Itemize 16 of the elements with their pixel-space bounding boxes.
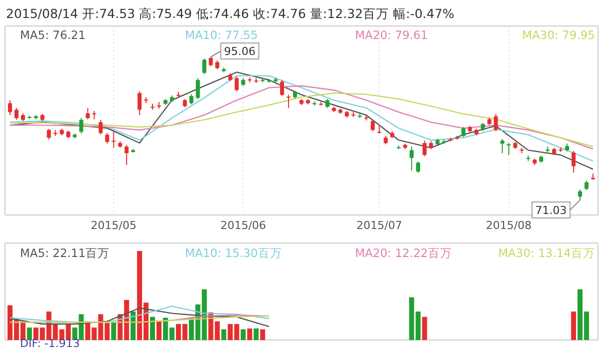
text: MA10: 77.55 bbox=[185, 28, 258, 42]
x-tick-label: 2015/07 bbox=[356, 219, 402, 232]
text: MA20: 12.22百万 bbox=[355, 246, 452, 260]
text: MA5: 76.21 bbox=[20, 28, 86, 42]
x-tick-label: 2015/08 bbox=[486, 219, 532, 232]
text: MA30: 79.95 bbox=[522, 28, 595, 42]
annotation: DIF: -1.913 bbox=[20, 337, 80, 348]
x-tick-label: 2015/06 bbox=[220, 219, 266, 232]
chart-title: 2015/08/14 开:74.53 高:75.49 低:74.46 收:74.76 量:12.32百万 幅:-0.47% bbox=[6, 6, 454, 21]
text: MA20: 79.61 bbox=[355, 28, 428, 42]
text: 71.03 bbox=[535, 204, 567, 217]
text: MA5: 22.11百万 bbox=[20, 246, 110, 260]
text: MA30: 13.14百万 bbox=[498, 246, 595, 260]
annotation: 95.06 bbox=[224, 45, 256, 58]
text: MA10: 15.30百万 bbox=[185, 246, 282, 260]
x-tick-label: 2015/05 bbox=[90, 219, 136, 232]
